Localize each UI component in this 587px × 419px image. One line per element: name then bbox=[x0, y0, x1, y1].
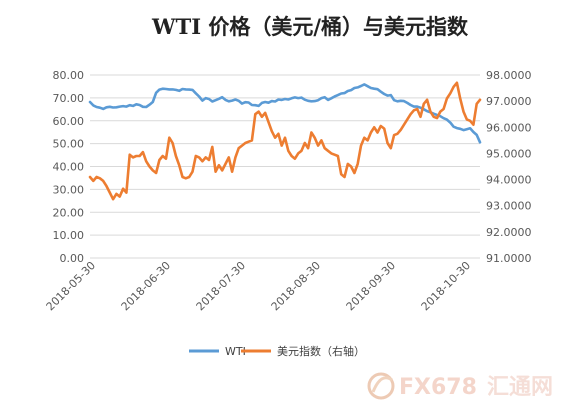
x-tick-label: 2018-06-30 bbox=[119, 259, 173, 313]
left-tick-label: 70.00 bbox=[53, 92, 85, 105]
x-tick-label: 2018-07-30 bbox=[194, 259, 248, 313]
watermark: FX678 汇通网 bbox=[367, 372, 553, 400]
left-tick-label: 40.00 bbox=[53, 161, 85, 174]
x-tick-label: 2018-10-30 bbox=[419, 259, 473, 313]
left-tick-label: 50.00 bbox=[53, 138, 85, 151]
left-axis: 0.00 10.00 20.00 30.00 40.00 50.00 60.00 70.00 8… bbox=[53, 69, 85, 265]
right-tick-label: 94.0000 bbox=[486, 174, 532, 187]
right-tick-label: 97.0000 bbox=[486, 95, 532, 108]
right-tick-label: 95.0000 bbox=[486, 147, 532, 160]
left-tick-label: 0.00 bbox=[60, 252, 85, 265]
left-tick-label: 80.00 bbox=[53, 69, 85, 82]
series-line-1 bbox=[88, 81, 482, 201]
left-tick-label: 30.00 bbox=[53, 183, 85, 196]
left-tick-label: 20.00 bbox=[53, 206, 85, 219]
left-tick-label: 60.00 bbox=[53, 115, 85, 128]
legend: WTI 美元指数（右轴） bbox=[189, 344, 365, 358]
gridlines bbox=[90, 74, 480, 259]
right-tick-label: 92.0000 bbox=[486, 226, 532, 239]
chart-title: WTI 价格（美元/桶）与美元指数 bbox=[151, 14, 469, 39]
right-tick-label: 93.0000 bbox=[486, 200, 532, 213]
x-tick-label: 2018-05-30 bbox=[44, 259, 98, 313]
right-axis: 91.0000 92.0000 93.0000 94.0000 95.0000 96.00… bbox=[486, 69, 532, 265]
plot-area: 0.00 10.00 20.00 30.00 40.00 50.00 60.00 70.00 8… bbox=[44, 69, 532, 313]
right-tick-label: 91.0000 bbox=[486, 252, 532, 265]
watermark-logo-swoosh-icon bbox=[371, 376, 393, 393]
series-line-0 bbox=[88, 83, 482, 144]
x-tick-label: 2018-09-30 bbox=[344, 259, 398, 313]
series-layer bbox=[88, 81, 482, 201]
right-tick-label: 96.0000 bbox=[486, 121, 532, 134]
watermark-logo-icon bbox=[367, 372, 395, 400]
right-tick-label: 98.0000 bbox=[486, 69, 532, 82]
x-tick-label: 2018-08-30 bbox=[269, 259, 323, 313]
legend-label-1: 美元指数（右轴） bbox=[277, 344, 365, 358]
watermark-text-huitong: 汇通网 bbox=[487, 375, 553, 400]
x-axis: 2018-05-30 2018-06-30 2018-07-30 2018-08-30… bbox=[44, 259, 473, 313]
left-tick-label: 10.00 bbox=[53, 229, 85, 242]
legend-label-0: WTI bbox=[225, 345, 246, 358]
watermark-text-fx678: FX678 bbox=[399, 375, 477, 400]
